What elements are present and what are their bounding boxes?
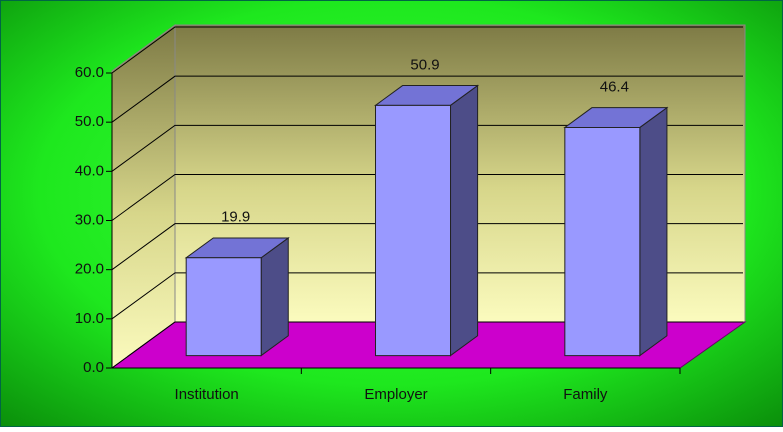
value-label: 46.4 <box>600 78 629 95</box>
y-tick-label: 40.0 <box>75 162 104 179</box>
y-tick-label: 60.0 <box>75 64 104 81</box>
y-tick-label: 20.0 <box>75 261 104 278</box>
grid-line <box>111 272 743 320</box>
bar-side <box>639 106 668 357</box>
x-tick-label: Family <box>563 386 608 403</box>
grid-line <box>111 223 743 271</box>
y-tick-label: 30.0 <box>75 211 104 228</box>
bar-side <box>450 84 479 357</box>
y-tick-label: 50.0 <box>75 113 104 130</box>
grid-line <box>111 26 743 74</box>
grid-line <box>111 75 743 123</box>
side-wall <box>111 24 176 369</box>
y-tick-label: 0.0 <box>83 359 104 376</box>
bar <box>185 257 262 357</box>
value-label: 19.9 <box>221 209 250 226</box>
grid-line <box>111 321 743 369</box>
value-label: 50.9 <box>410 56 439 73</box>
x-tick-label: Institution <box>175 386 239 403</box>
x-tick-label: Employer <box>364 386 427 403</box>
grid-line <box>111 174 743 221</box>
bar <box>375 104 452 357</box>
bar <box>564 126 641 357</box>
bar-side <box>260 236 289 357</box>
y-tick-label: 10.0 <box>75 310 104 327</box>
grid-line <box>111 124 743 172</box>
